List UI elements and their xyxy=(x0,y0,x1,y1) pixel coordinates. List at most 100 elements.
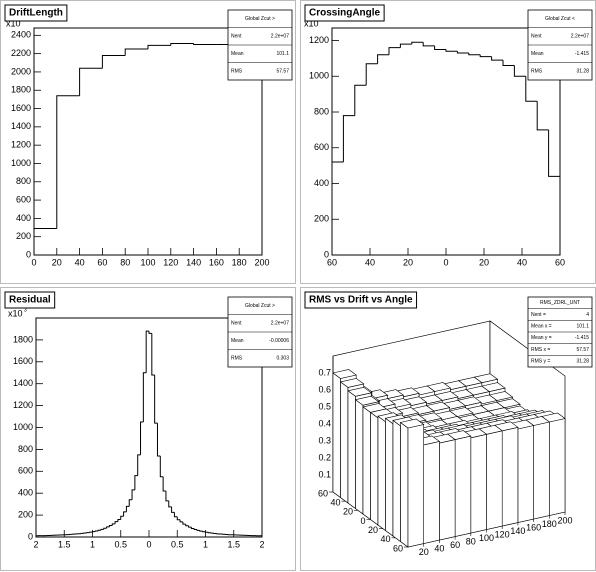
stats-label: Mean y = xyxy=(531,335,552,341)
x-tick-label: 140 xyxy=(510,526,525,536)
y-tick-label: 20 xyxy=(368,525,378,535)
stats-value: -0.00006 xyxy=(269,338,289,344)
lego-top-face xyxy=(339,378,365,388)
y-tick-label: 40 xyxy=(330,498,340,508)
title-box xyxy=(4,291,56,309)
lego-front-face xyxy=(439,439,456,541)
histogram-bin xyxy=(147,44,171,50)
z-tick-label: 0.2 xyxy=(318,452,331,462)
histogram-bin xyxy=(182,521,186,525)
histogram-bin xyxy=(259,535,263,537)
y-tick-label: 1400 xyxy=(11,121,31,131)
y-multiplier-exponent: 3 xyxy=(24,307,27,313)
x-tick-label: 0.5 xyxy=(171,539,184,549)
histogram-bin xyxy=(513,65,526,77)
histogram-bin xyxy=(502,60,515,67)
lego-front-face xyxy=(470,433,487,534)
stats-label: RMS x = xyxy=(531,347,550,353)
stats-label: Mean xyxy=(231,51,244,57)
histogram-bin xyxy=(176,516,181,521)
x-tick-label: 60 xyxy=(327,257,337,267)
histogram-bin xyxy=(193,43,217,45)
x-tick-label: 20 xyxy=(52,257,62,267)
y-tick-label: 1600 xyxy=(11,103,31,113)
histogram-bin xyxy=(100,528,104,531)
x-tick-label: 20 xyxy=(419,547,429,557)
lego-front-face xyxy=(517,425,534,523)
x-tick-label: 0 xyxy=(443,257,448,267)
pad: 0200400600800100012006040200204060x103Gl… xyxy=(300,0,596,284)
lego-front-face xyxy=(549,418,566,516)
stats-value: 57.57 xyxy=(576,347,589,353)
stats-label: Mean x = xyxy=(531,323,552,329)
histogram-bin xyxy=(179,519,183,523)
stats-label: Nent xyxy=(531,34,542,40)
stats-label: Nent xyxy=(231,321,242,327)
y-tick-label: 1000 xyxy=(309,71,329,81)
z-tick-label: 0.6 xyxy=(318,384,331,394)
stats-label: Nent xyxy=(231,34,242,40)
histogram-bin xyxy=(151,333,155,376)
stats-label: RMS y = xyxy=(531,358,550,364)
x-tick-label: 0 xyxy=(31,257,36,267)
histogram-bin xyxy=(193,528,198,530)
histogram-bin xyxy=(114,521,118,524)
lego-left-face xyxy=(347,390,356,510)
z-tick-label: 0.7 xyxy=(318,367,331,377)
stats-title: Global Zcut > xyxy=(245,303,275,309)
histogram-bin xyxy=(188,525,192,528)
histogram-bin xyxy=(202,531,206,533)
histogram-bin xyxy=(125,505,130,512)
stats-value: 57.57 xyxy=(276,69,289,75)
histogram-bin xyxy=(92,531,96,533)
histogram-bin xyxy=(35,535,39,537)
histogram-bin xyxy=(399,43,412,48)
histogram-bin xyxy=(134,475,138,490)
histogram-bin xyxy=(128,499,133,507)
y-tick-label: 800 xyxy=(18,444,33,454)
stats-value: -1.415 xyxy=(575,335,589,341)
y-multiplier: x10 xyxy=(8,308,23,318)
pad-title: DriftLength xyxy=(9,8,63,19)
x-tick-label: 40 xyxy=(434,543,444,553)
histogram-bin xyxy=(205,531,209,533)
x-tick-label: 160 xyxy=(526,522,541,532)
y-tick-label: 20 xyxy=(343,507,353,517)
histogram-bin xyxy=(137,454,141,476)
histogram-bin xyxy=(411,41,424,45)
histogram-bin xyxy=(491,56,503,61)
stats-label: Mean xyxy=(231,338,244,344)
histogram-bin xyxy=(159,455,164,478)
lego-top-face xyxy=(399,418,425,429)
histogram-bin xyxy=(479,54,492,58)
histogram-bin xyxy=(434,45,446,50)
pad: 0200400600800100012001400160018002000220… xyxy=(0,0,296,284)
y-tick-label: 200 xyxy=(314,214,329,224)
y-tick-label: 1200 xyxy=(309,35,329,45)
x-tick-label: 180 xyxy=(542,519,557,529)
x-tick-label: 1 xyxy=(203,539,208,549)
z-tick-label: 0.3 xyxy=(318,435,331,445)
x-tick-label: 20 xyxy=(403,257,413,267)
lego-left-face xyxy=(362,406,371,521)
histogram-bin xyxy=(165,491,169,502)
lego-front-face xyxy=(501,426,519,527)
histogram-bin xyxy=(131,489,135,500)
histogram-bin xyxy=(142,372,147,423)
histogram-bin xyxy=(190,527,195,529)
y-tick-label: 1000 xyxy=(11,158,31,168)
y-multiplier: x10 xyxy=(6,18,21,28)
y-tick-label: 600 xyxy=(314,142,329,152)
stats-value: -1.415 xyxy=(575,51,589,57)
x-tick-label: 2 xyxy=(259,539,264,549)
histogram-bin xyxy=(101,54,126,69)
lego-left-face xyxy=(377,415,386,532)
y-tick-label: 800 xyxy=(16,176,31,186)
lego-front-face xyxy=(423,441,440,544)
histogram-bin xyxy=(162,476,166,492)
pad-border xyxy=(0,287,296,571)
histogram-bin xyxy=(388,47,401,55)
y-tick-label: 200 xyxy=(16,231,31,241)
y-tick-label: 1200 xyxy=(11,140,31,150)
histogram-bin xyxy=(445,49,458,52)
